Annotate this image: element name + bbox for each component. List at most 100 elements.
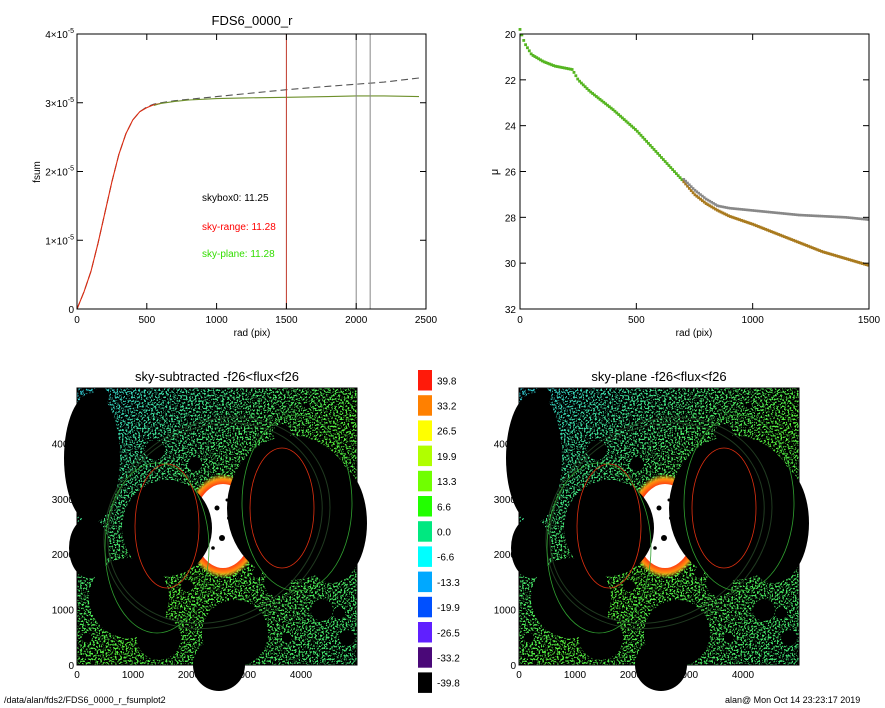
mu-point-gray (710, 201, 714, 204)
colorbar: 39.8 33.2 26.5 19.9 13.3 6.6 0.0 -6.6 -13.3 -19.9… (418, 370, 460, 693)
fsum-y-tick-label: 0 (68, 305, 74, 316)
mu-point-gray (814, 214, 818, 218)
mu-point (816, 248, 820, 252)
mu-point (531, 54, 535, 57)
mu-point-gray (749, 208, 753, 212)
image-x-tick-label: 3000 (234, 670, 257, 681)
mu-point (671, 168, 675, 171)
fsum-x-tick-label: 500 (138, 315, 155, 326)
mu-point (518, 28, 522, 31)
mu-point (626, 121, 630, 125)
mu-point-gray (827, 215, 831, 218)
mu-point (704, 202, 708, 205)
image-y-tick-label: 0 (68, 661, 74, 672)
sky-plane-y-ticks: 0 1000 2000 3000 4000 (494, 439, 524, 672)
mu-point-gray (784, 212, 788, 216)
mu-point (684, 182, 688, 186)
mu-point (559, 65, 563, 69)
image-x-tick-label: 2000 (178, 670, 201, 681)
mu-point-gray (695, 190, 699, 193)
mu-point (725, 213, 729, 217)
mu-point (738, 218, 742, 222)
mu-point (745, 220, 749, 224)
colorbar-label: -26.5 (437, 628, 460, 639)
mu-point (689, 189, 693, 192)
mu-point (736, 217, 740, 221)
mu-point (719, 210, 723, 214)
mu-point (524, 43, 527, 47)
mu-point-gray (755, 209, 758, 213)
mu-point (617, 113, 621, 116)
mu-point (801, 242, 805, 246)
mu-x-tick-label: 1500 (858, 315, 881, 326)
mu-point (691, 191, 695, 195)
image-x-tick-label: 3000 (676, 670, 699, 681)
mu-point (743, 220, 747, 224)
sky-subtracted-image (64, 375, 371, 691)
mu-point (611, 108, 615, 112)
mu-point (857, 261, 861, 264)
fsum-annotations: skybox0: 11.25 sky-range: 11.28 sky-plan… (202, 193, 276, 260)
mu-point (639, 133, 643, 137)
mu-point-gray (773, 211, 777, 214)
footer-path: /data/alan/fds2/FDS6_0000_r_fsumplot2 (4, 695, 166, 705)
colorbar-swatch (418, 571, 432, 593)
mu-point-gray (810, 214, 814, 217)
mu-point (648, 143, 652, 147)
skybox0-annotation: skybox0: 11.25 (202, 193, 269, 204)
mu-point-gray (816, 214, 820, 218)
mu-point (812, 247, 816, 250)
mu-point (723, 212, 727, 216)
mu-point (773, 231, 777, 235)
mu-point (833, 253, 836, 257)
mu-point (581, 83, 585, 87)
mu-point (591, 92, 594, 95)
mu-point (660, 156, 663, 159)
mu-point (758, 225, 762, 229)
fsum-y-tick-label: 4×10-5 (45, 28, 74, 41)
mu-point-gray (693, 188, 697, 192)
mu-point (552, 64, 555, 67)
mu-point-gray (850, 216, 853, 220)
mu-point (721, 211, 725, 215)
colorbar-label: 39.8 (437, 376, 457, 387)
mu-point (840, 256, 844, 259)
mu-y-tick-label: 20 (505, 30, 517, 41)
mu-point (624, 119, 628, 123)
mu-point (799, 241, 803, 245)
mu-point (795, 240, 799, 244)
mu-point (760, 226, 764, 230)
mu-point-gray (797, 213, 801, 217)
mu-point (598, 97, 602, 101)
mu-y-ticks: 20 22 24 26 28 30 32 (505, 30, 869, 316)
mu-point-gray (771, 211, 775, 214)
mu-point (527, 49, 531, 53)
mu-point-gray (818, 214, 821, 218)
mu-point (697, 196, 701, 200)
mu-point-gray (764, 210, 767, 214)
fsum-x-ticks: 0 500 1000 1500 2000 2500 (74, 34, 438, 326)
mu-point (853, 259, 857, 263)
mu-point (701, 199, 704, 203)
mu-point-gray (727, 206, 730, 210)
mu-point-gray (779, 211, 782, 215)
colorbar-label: 0.0 (437, 527, 451, 538)
mu-point (864, 263, 868, 267)
mu-y-tick-label: 28 (505, 213, 517, 224)
mu-point (602, 100, 606, 104)
mu-point-gray (682, 177, 686, 181)
mu-point-gray (734, 207, 738, 211)
mu-point (632, 126, 635, 130)
mu-point-gray (846, 216, 849, 219)
mu-point (526, 46, 529, 50)
mu-point-gray (820, 214, 823, 218)
mu-point-gray (714, 203, 717, 206)
mu-point (546, 61, 550, 65)
image-x-tick-label: 1000 (564, 670, 587, 681)
mu-point (585, 87, 589, 90)
fsum-y-label: fsum (32, 161, 43, 183)
image-y-tick-label: 4000 (52, 439, 75, 450)
mu-point (779, 233, 782, 237)
mu-point-gray (753, 209, 756, 212)
fsum-x-tick-label: 1500 (275, 315, 298, 326)
